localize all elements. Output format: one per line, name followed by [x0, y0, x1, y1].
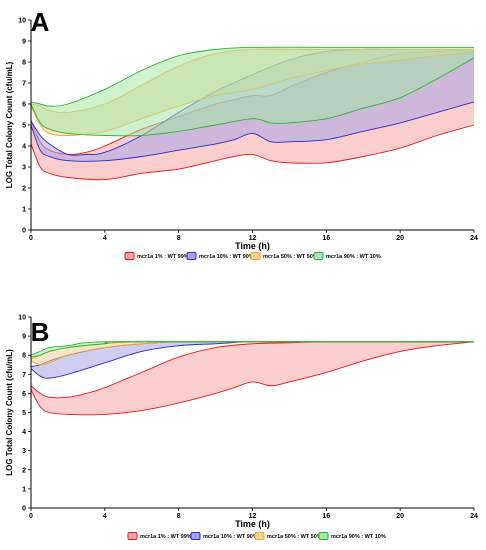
legend-swatch	[186, 252, 197, 260]
y-tick-label: 0	[22, 506, 26, 513]
series-lower-line	[30, 341, 475, 416]
x-tick-label: 4	[103, 513, 107, 520]
x-tick-label: 4	[103, 235, 107, 242]
y-tick-label: 10	[18, 315, 26, 322]
y-tick-label: 7	[22, 372, 26, 379]
y-tick-label: 1	[22, 486, 26, 493]
legend-label: mcr1a 1% : WT 99%	[140, 534, 192, 540]
series-band	[31, 341, 474, 415]
y-tick-label: 2	[22, 467, 26, 474]
y-tick-label: 6	[22, 391, 26, 398]
x-tick-label: 20	[396, 235, 404, 242]
series-upper-line	[30, 46, 474, 107]
y-tick-label: 1	[22, 207, 26, 214]
series-lower-line	[30, 101, 475, 162]
legend-swatch	[313, 252, 324, 260]
legend: mcr1a 1% : WT 99% mcr1a 10% : WT 90% mcr1a…	[124, 252, 381, 260]
x-tick-label: 0	[29, 513, 33, 520]
x-tick-label: 16	[322, 235, 330, 242]
y-tick-label: 5	[22, 123, 26, 130]
legend: mcr1a 1% : WT 99% mcr1a 10% : WT 90% mcr1a…	[127, 532, 386, 540]
x-axis-label: Time (h)	[235, 241, 270, 251]
y-tick-label: 2	[22, 186, 26, 193]
legend-label: mcr1a 1% : WT 99%	[137, 254, 189, 260]
x-axis-label: Time (h)	[235, 519, 270, 529]
x-tick-label: 12	[249, 513, 257, 520]
y-tick-label: 8	[22, 60, 26, 67]
series-lower-line	[30, 124, 475, 181]
y-tick-label: 8	[22, 353, 26, 360]
x-tick-label: 20	[396, 513, 404, 520]
x-tick-label: 0	[29, 235, 33, 242]
legend-label: mcr1a 90% : WT 10%	[331, 534, 386, 540]
y-tick-label: 5	[22, 410, 26, 417]
legend-label: mcr1a 90% : WT 10%	[326, 254, 381, 260]
legend-swatch	[124, 252, 135, 260]
x-tick-label: 24	[470, 513, 478, 520]
y-axis-label: LOG Total Colony Count (cfu/mL)	[5, 61, 14, 188]
y-tick-label: 6	[22, 102, 26, 109]
legend-label: mcr1a 10% : WT 90%	[199, 254, 254, 260]
y-tick-label: 10	[18, 18, 26, 25]
series-band	[31, 47, 474, 136]
panel-letter: A	[31, 7, 50, 37]
y-tick-label: 4	[22, 429, 26, 436]
legend-swatch	[250, 252, 261, 260]
panel-letter: B	[31, 317, 50, 347]
x-tick-label: 24	[470, 235, 478, 242]
y-tick-label: 4	[22, 144, 26, 151]
x-tick-label: 12	[249, 235, 257, 242]
series-band	[31, 341, 474, 379]
y-tick-label: 9	[22, 39, 26, 46]
x-tick-label: 8	[177, 513, 181, 520]
legend-swatch	[127, 532, 138, 540]
series-lower-line	[30, 57, 475, 137]
y-tick-label: 3	[22, 448, 26, 455]
y-tick-label: 9	[22, 334, 26, 341]
series-lower-line	[30, 341, 475, 358]
x-tick-label: 16	[322, 513, 330, 520]
legend-swatch	[318, 532, 329, 540]
legend-swatch	[190, 532, 201, 540]
x-tick-label: 8	[177, 235, 181, 242]
y-tick-label: 3	[22, 165, 26, 172]
y-axis-label: LOG Total Colony Count (cfu/mL)	[5, 349, 14, 476]
legend-label: mcr1a 50% : WT 50%	[267, 534, 322, 540]
legend-label: mcr1a 50% : WT 50%	[263, 254, 318, 260]
y-tick-label: 0	[22, 228, 26, 235]
y-tick-label: 7	[22, 81, 26, 88]
legend-label: mcr1a 10% : WT 90%	[203, 534, 258, 540]
legend-swatch	[254, 532, 265, 540]
